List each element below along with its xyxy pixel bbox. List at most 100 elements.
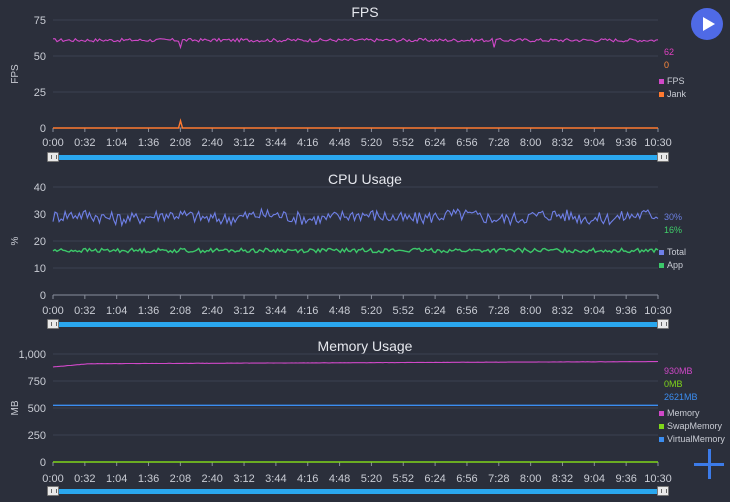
slider-end-handle[interactable]: [657, 319, 669, 329]
legend-label: VirtualMemory: [667, 434, 725, 444]
x-tick-label: 4:48: [329, 305, 350, 317]
y-tick-label: 0: [40, 290, 46, 302]
chart-title: CPU Usage: [328, 171, 402, 187]
slider-range: [54, 155, 662, 160]
x-tick-label: 9:36: [615, 473, 636, 485]
y-tick-label: 0: [40, 123, 46, 135]
y-tick-label: 75: [34, 15, 46, 27]
y-tick-label: 500: [28, 403, 46, 415]
x-tick-label: 6:56: [456, 305, 477, 317]
x-tick-label: 5:52: [393, 305, 414, 317]
x-tick-label: 3:44: [265, 137, 286, 149]
x-tick-label: 7:28: [488, 305, 509, 317]
x-tick-label: 6:24: [424, 305, 445, 317]
y-axis-label: MB: [10, 400, 21, 415]
current-value: 0MB: [664, 379, 683, 389]
x-tick-label: 8:00: [520, 473, 541, 485]
x-tick-label: 6:24: [424, 473, 445, 485]
y-tick-label: 0: [40, 457, 46, 469]
chart-title: FPS: [351, 4, 379, 20]
series-line-total: [52, 207, 659, 228]
x-tick-label: 1:36: [138, 137, 159, 149]
add-button[interactable]: [694, 449, 724, 479]
slider-end-handle[interactable]: [657, 152, 669, 162]
current-value: 62: [664, 47, 674, 57]
legend-swatch: [659, 79, 664, 84]
x-tick-label: 2:08: [170, 305, 191, 317]
x-tick-label: 4:48: [329, 473, 350, 485]
current-value: 2621MB: [664, 392, 698, 402]
x-tick-label: 2:08: [170, 473, 191, 485]
series-line-fps: [52, 37, 659, 50]
current-value: 0: [664, 60, 669, 70]
legend-swatch: [659, 92, 664, 97]
cpu-time-slider[interactable]: [47, 319, 669, 329]
slider-end-handle[interactable]: [657, 486, 669, 496]
legend-swatch: [659, 437, 664, 442]
x-tick-label: 9:36: [615, 305, 636, 317]
x-tick-label: 8:32: [552, 473, 573, 485]
x-tick-label: 0:32: [74, 137, 95, 149]
x-tick-label: 9:04: [584, 473, 605, 485]
memory-time-slider[interactable]: [47, 486, 669, 496]
y-axis-label: %: [10, 236, 21, 245]
x-tick-label: 2:40: [201, 137, 222, 149]
memory-panel: Memory Usage MB 1,000 750 500 250 0 0:00 0:32 1:…: [0, 334, 730, 502]
fps-panel: FPS FPS 75 50 25 0 0:00 0:32 1:04 1:36 2:08 2:40 3:…: [0, 0, 730, 168]
series-line-app: [52, 246, 659, 254]
y-tick-label: 50: [34, 51, 46, 63]
x-tick-label: 0:00: [42, 305, 63, 317]
x-tick-label: 8:32: [552, 305, 573, 317]
y-tick-label: 250: [28, 430, 46, 442]
x-tick-label: 8:00: [520, 137, 541, 149]
x-tick-label: 1:04: [106, 473, 127, 485]
slider-range: [54, 489, 662, 494]
x-tick-label: 1:36: [138, 305, 159, 317]
x-tick-label: 10:30: [644, 137, 672, 149]
slider-start-handle[interactable]: [47, 319, 59, 329]
x-tick-label: 5:20: [361, 305, 382, 317]
x-tick-label: 3:12: [233, 305, 254, 317]
x-tick-label: 6:24: [424, 137, 445, 149]
x-tick-label: 2:08: [170, 137, 191, 149]
y-tick-label: 25: [34, 87, 46, 99]
cpu-chart: % 40 30 20 10 0 0:00 0:32 1:04 1:36 2:08 2:40 3:12 3:…: [10, 182, 686, 317]
series-line-jank: [53, 118, 658, 129]
x-tick-label: 5:20: [361, 137, 382, 149]
x-tick-label: 4:48: [329, 137, 350, 149]
current-value: 30%: [664, 212, 682, 222]
x-tick-label: 6:56: [456, 137, 477, 149]
y-axis-label: FPS: [10, 64, 21, 84]
slider-start-handle[interactable]: [47, 486, 59, 496]
x-tick-label: 0:00: [42, 473, 63, 485]
x-tick-label: 9:04: [584, 305, 605, 317]
slider-start-handle[interactable]: [47, 152, 59, 162]
x-tick-label: 1:36: [138, 473, 159, 485]
play-button[interactable]: [691, 8, 723, 40]
memory-chart: MB 1,000 750 500 250 0 0:00 0:32 1:04 1:36 2:08 2:4…: [10, 349, 725, 485]
current-value: 16%: [664, 225, 682, 235]
x-tick-label: 3:12: [233, 137, 254, 149]
legend-label: SwapMemory: [667, 421, 723, 431]
legend-label: Memory: [667, 408, 700, 418]
y-tick-label: 10: [34, 263, 46, 275]
x-tick-label: 5:20: [361, 473, 382, 485]
y-tick-label: 40: [34, 182, 46, 194]
legend-swatch: [659, 250, 664, 255]
x-tick-label: 0:32: [74, 473, 95, 485]
x-tick-label: 10:30: [644, 473, 672, 485]
x-tick-label: 3:12: [233, 473, 254, 485]
x-tick-label: 1:04: [106, 137, 127, 149]
x-tick-label: 6:56: [456, 473, 477, 485]
x-tick-label: 3:44: [265, 473, 286, 485]
cpu-panel: CPU Usage % 40 30 20 10 0 0:00 0:32 1:04 1:36 2:08…: [0, 168, 730, 334]
x-tick-label: 3:44: [265, 305, 286, 317]
chart-title: Memory Usage: [317, 338, 413, 354]
fps-time-slider[interactable]: [47, 152, 669, 162]
x-tick-label: 2:40: [201, 473, 222, 485]
x-tick-label: 0:32: [74, 305, 95, 317]
legend-swatch: [659, 263, 664, 268]
legend-swatch: [659, 424, 664, 429]
x-tick-label: 7:28: [488, 137, 509, 149]
x-tick-label: 1:04: [106, 305, 127, 317]
